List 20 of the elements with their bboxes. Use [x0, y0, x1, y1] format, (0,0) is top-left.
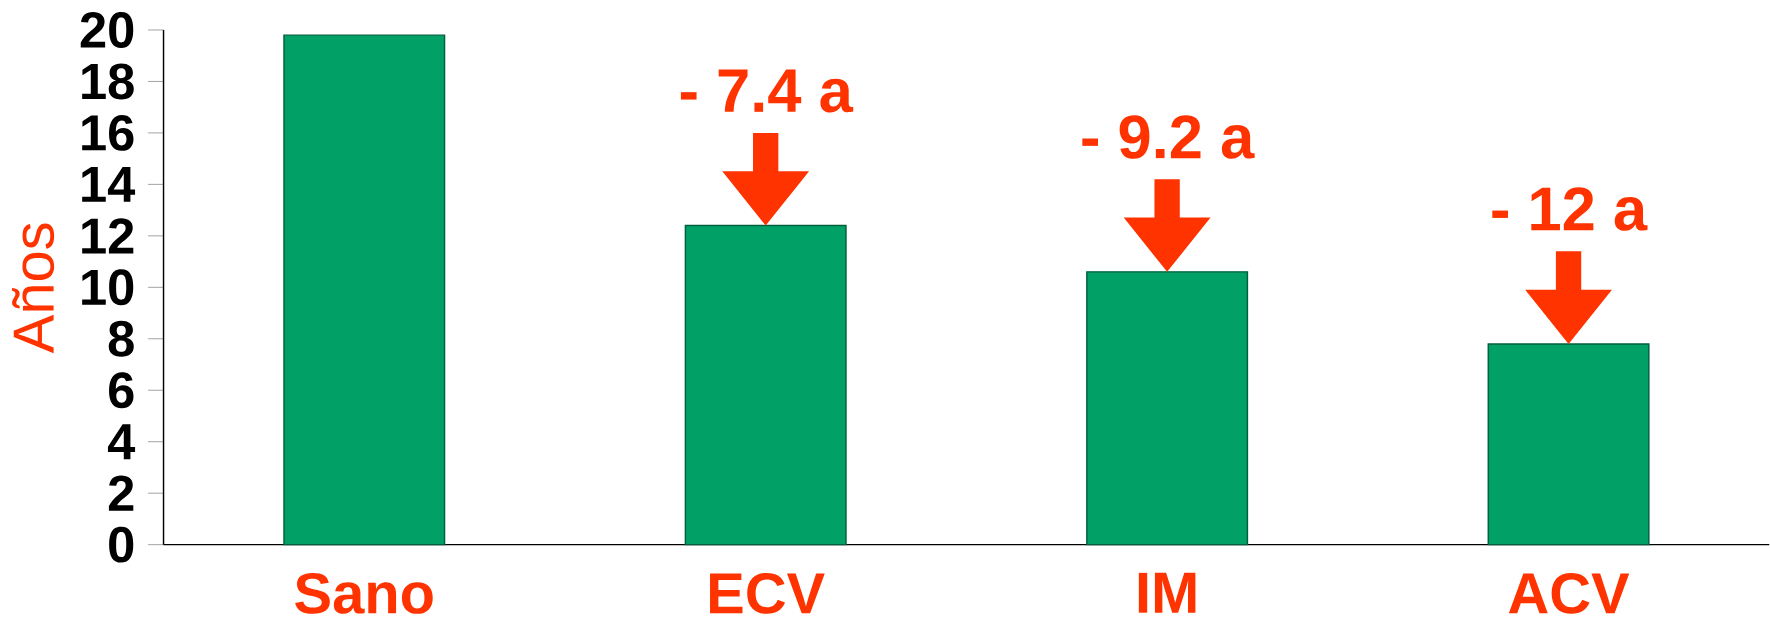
- annotation: - 7.4 a: [680, 69, 854, 113]
- y-tick-label: 20: [80, 12, 134, 48]
- y-tick-label: 0: [109, 526, 134, 563]
- y-tick-label: 12: [82, 218, 134, 254]
- y-tick-label: 2: [108, 475, 134, 511]
- x-tick-label: Sano: [295, 572, 433, 614]
- x-tick-label: IM: [1138, 572, 1196, 613]
- y-tick-label: 18: [82, 63, 134, 100]
- x-tick-label: ACV: [1508, 572, 1630, 614]
- annotation: - 12 a: [1492, 187, 1648, 231]
- y-tick-label: 10: [82, 269, 134, 306]
- y-tick-label: 14: [82, 167, 136, 202]
- y-tick-label: 6: [109, 372, 134, 409]
- bar: [283, 34, 446, 546]
- y-tick-label: 4: [107, 424, 136, 460]
- y-tick-label: 8: [108, 320, 134, 357]
- annotation: - 9.2 a: [1082, 115, 1255, 159]
- x-tick-label: ECV: [710, 572, 825, 614]
- y-axis-title: Años: [12, 223, 55, 354]
- y-tick-label: 16: [82, 115, 134, 151]
